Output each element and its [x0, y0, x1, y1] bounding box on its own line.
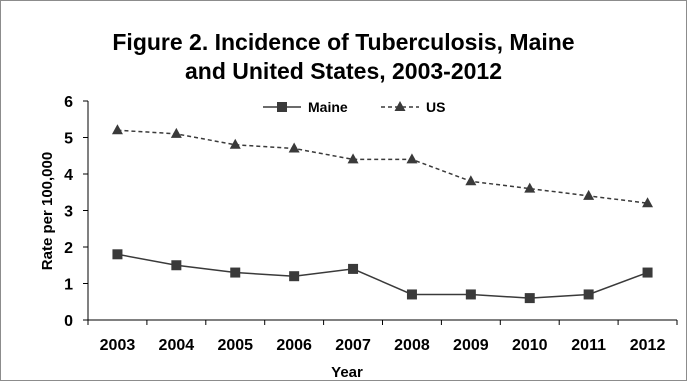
y-ticks: 0 1 2 3 4 5 6	[64, 94, 88, 330]
y-tick-label: 2	[64, 240, 73, 257]
y-axis-label: Rate per 100,000	[39, 152, 56, 270]
y-tick-label: 4	[64, 167, 73, 184]
x-tick-label: 2007	[335, 337, 371, 354]
data-point-maine	[642, 267, 653, 278]
legend: Maine US	[263, 99, 445, 115]
data-point-maine	[230, 267, 241, 278]
data-point-maine	[465, 289, 476, 300]
legend-marker-maine	[277, 102, 287, 112]
series-layer	[111, 124, 654, 304]
data-point-maine	[112, 249, 123, 260]
y-tick-label: 0	[64, 313, 73, 330]
x-tick-label: 2011	[571, 337, 606, 354]
chart-title-line-2: and United States, 2003-2012	[184, 58, 503, 84]
series-line-us	[117, 129, 648, 204]
x-tick-label: 2010	[512, 337, 548, 354]
data-point-us	[583, 189, 595, 200]
legend-marker-us	[394, 101, 406, 111]
x-ticks: 2003 2004 2005 2006 2007 2008 2009 2010 2011 2012	[87, 320, 678, 354]
y-tick-label: 6	[64, 94, 73, 111]
data-point-maine	[289, 271, 300, 282]
chart-title-line-1: Figure 2. Incidence of Tuberculosis, Mai…	[112, 29, 575, 55]
data-point-us	[288, 142, 300, 153]
series-maine	[112, 249, 653, 304]
data-point-maine	[583, 289, 594, 300]
x-axis-label: Year	[331, 364, 363, 381]
data-point-maine	[171, 260, 182, 271]
legend-label-maine: Maine	[308, 99, 348, 115]
y-tick-label: 1	[64, 277, 73, 294]
x-tick-label: 2009	[453, 337, 489, 354]
data-point-us	[406, 153, 418, 164]
data-point-maine	[524, 293, 535, 304]
data-point-us	[111, 124, 123, 135]
data-point-us	[347, 153, 359, 164]
series-line-maine	[117, 253, 648, 299]
data-point-maine	[348, 263, 359, 274]
y-tick-label: 3	[64, 204, 73, 221]
y-tick-label: 5	[64, 131, 73, 148]
data-point-us	[642, 197, 654, 208]
data-point-us	[170, 127, 182, 138]
x-tick-label: 2005	[217, 337, 253, 354]
data-point-us	[524, 182, 536, 193]
data-point-maine	[406, 289, 417, 300]
data-point-us	[229, 138, 241, 149]
legend-label-us: US	[426, 99, 445, 115]
chart-title: Figure 2. Incidence of Tuberculosis, Mai…	[0, 28, 687, 86]
data-point-us	[465, 175, 477, 186]
x-tick-label: 2006	[276, 337, 312, 354]
x-tick-label: 2008	[394, 337, 430, 354]
x-tick-label: 2012	[630, 337, 666, 354]
x-tick-label: 2004	[159, 337, 195, 354]
x-tick-label: 2003	[100, 337, 136, 354]
series-us	[111, 124, 654, 208]
